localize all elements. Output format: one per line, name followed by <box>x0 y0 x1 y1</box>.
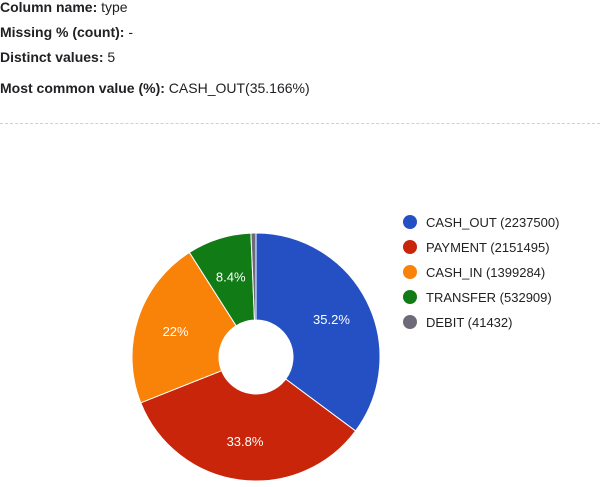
legend-swatch-payment <box>403 240 417 254</box>
donut-slices <box>131 232 381 482</box>
chart-legend: CASH_OUT (2237500) PAYMENT (2151495) CASH_… <box>403 215 559 330</box>
slice-label-payment: 33.8% <box>227 434 264 449</box>
slice-payment <box>140 370 357 482</box>
legend-swatch-debit <box>403 315 417 329</box>
most-common-label: Most common value (%): <box>0 80 165 96</box>
legend-swatch-cash-in <box>403 265 417 279</box>
missing-line: Missing % (count): - <box>0 23 133 41</box>
distinct-value: 5 <box>107 49 116 65</box>
legend-label-debit: DEBIT (41432) <box>426 315 512 330</box>
legend-swatch-transfer <box>403 290 417 304</box>
section-divider <box>0 123 600 124</box>
legend-label-transfer: TRANSFER (532909) <box>426 290 552 305</box>
slice-label-cash-out: 35.2% <box>313 312 350 327</box>
slice-debit <box>250 232 257 321</box>
distinct-label: Distinct values: <box>0 49 104 65</box>
slice-label-cash-in: 22% <box>163 324 189 339</box>
donut-slice-labels: 35.2% 33.8% 22% 8.4% <box>163 269 351 448</box>
slice-cash-out <box>255 232 381 432</box>
most-common-value: CASH_OUT(35.166%) <box>168 80 310 96</box>
legend-swatch-cash-out <box>403 215 417 229</box>
most-common-line: Most common value (%): CASH_OUT(35.166%) <box>0 79 310 97</box>
column-name-value: type <box>101 0 128 15</box>
legend-label-cash-out: CASH_OUT (2237500) <box>426 215 559 230</box>
slice-label-transfer: 8.4% <box>216 269 246 284</box>
slice-cash-in <box>131 251 237 404</box>
distinct-line: Distinct values: 5 <box>0 48 115 66</box>
legend-label-payment: PAYMENT (2151495) <box>426 240 550 255</box>
column-name-label: Column name: <box>0 0 98 15</box>
missing-value: - <box>128 24 133 40</box>
legend-label-cash-in: CASH_IN (1399284) <box>426 265 545 280</box>
missing-label: Missing % (count): <box>0 24 125 40</box>
column-name-line: Column name: type <box>0 0 128 16</box>
